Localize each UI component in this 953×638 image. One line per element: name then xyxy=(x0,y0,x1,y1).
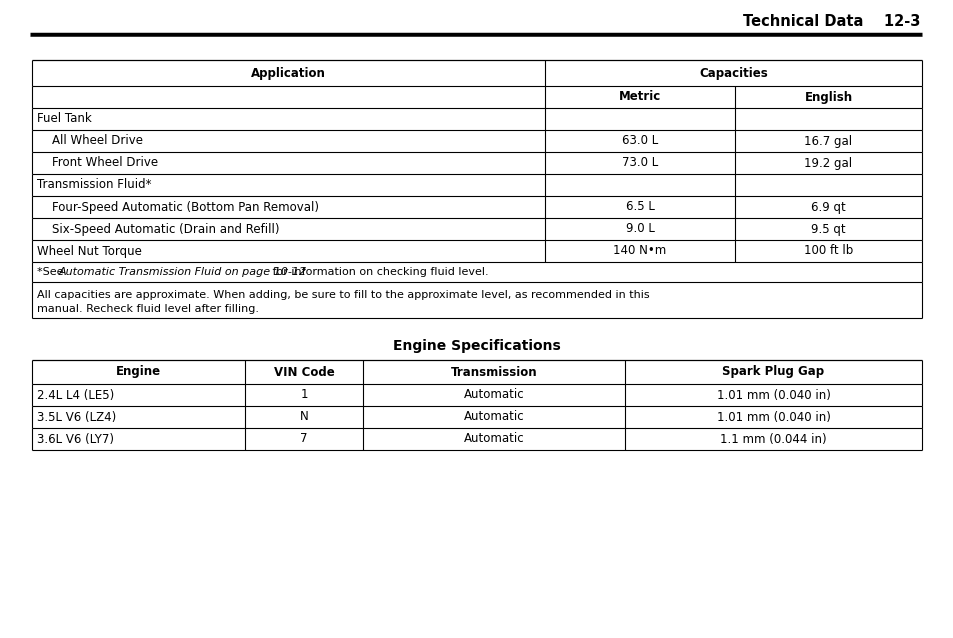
Text: Metric: Metric xyxy=(618,91,660,103)
Text: Technical Data    12-3: Technical Data 12-3 xyxy=(741,15,919,29)
Text: Application: Application xyxy=(251,66,326,80)
Text: manual. Recheck fluid level after filling.: manual. Recheck fluid level after fillin… xyxy=(37,304,258,314)
Text: Transmission: Transmission xyxy=(450,366,537,378)
Text: 6.5 L: 6.5 L xyxy=(625,200,654,214)
Text: Four-Speed Automatic (Bottom Pan Removal): Four-Speed Automatic (Bottom Pan Removal… xyxy=(52,200,318,214)
Text: Automatic: Automatic xyxy=(463,433,524,445)
Text: 63.0 L: 63.0 L xyxy=(621,135,658,147)
Text: 1: 1 xyxy=(300,389,308,401)
Text: Automatic: Automatic xyxy=(463,410,524,424)
Text: 16.7 gal: 16.7 gal xyxy=(803,135,852,147)
Text: 1.01 mm (0.040 in): 1.01 mm (0.040 in) xyxy=(716,389,829,401)
Text: Spark Plug Gap: Spark Plug Gap xyxy=(721,366,823,378)
Text: Capacities: Capacities xyxy=(699,66,767,80)
Text: 73.0 L: 73.0 L xyxy=(621,156,658,170)
Text: 9.5 qt: 9.5 qt xyxy=(810,223,845,235)
Text: N: N xyxy=(299,410,308,424)
Text: Automatic Transmission Fluid on page 10-12: Automatic Transmission Fluid on page 10-… xyxy=(59,267,307,277)
Text: 3.6L V6 (LY7): 3.6L V6 (LY7) xyxy=(37,433,113,445)
Text: 19.2 gal: 19.2 gal xyxy=(803,156,852,170)
Text: 1.01 mm (0.040 in): 1.01 mm (0.040 in) xyxy=(716,410,829,424)
Text: 6.9 qt: 6.9 qt xyxy=(810,200,845,214)
Text: All capacities are approximate. When adding, be sure to fill to the approximate : All capacities are approximate. When add… xyxy=(37,290,649,300)
Text: Six-Speed Automatic (Drain and Refill): Six-Speed Automatic (Drain and Refill) xyxy=(52,223,279,235)
Text: 2.4L L4 (LE5): 2.4L L4 (LE5) xyxy=(37,389,114,401)
Text: Front Wheel Drive: Front Wheel Drive xyxy=(52,156,158,170)
Text: 3.5L V6 (LZ4): 3.5L V6 (LZ4) xyxy=(37,410,116,424)
Text: English: English xyxy=(803,91,852,103)
Text: *See: *See xyxy=(37,267,67,277)
Text: All Wheel Drive: All Wheel Drive xyxy=(52,135,143,147)
Text: VIN Code: VIN Code xyxy=(274,366,334,378)
Text: Wheel Nut Torque: Wheel Nut Torque xyxy=(37,244,142,258)
Text: 9.0 L: 9.0 L xyxy=(625,223,654,235)
Text: 7: 7 xyxy=(300,433,308,445)
Text: Fuel Tank: Fuel Tank xyxy=(37,112,91,126)
Text: Engine: Engine xyxy=(116,366,161,378)
Text: for information on checking fluid level.: for information on checking fluid level. xyxy=(269,267,488,277)
Text: Automatic: Automatic xyxy=(463,389,524,401)
Text: 140 N•m: 140 N•m xyxy=(613,244,666,258)
Text: 100 ft lb: 100 ft lb xyxy=(803,244,852,258)
Text: Engine Specifications: Engine Specifications xyxy=(393,339,560,353)
Text: Transmission Fluid*: Transmission Fluid* xyxy=(37,179,152,191)
Text: 1.1 mm (0.044 in): 1.1 mm (0.044 in) xyxy=(720,433,826,445)
